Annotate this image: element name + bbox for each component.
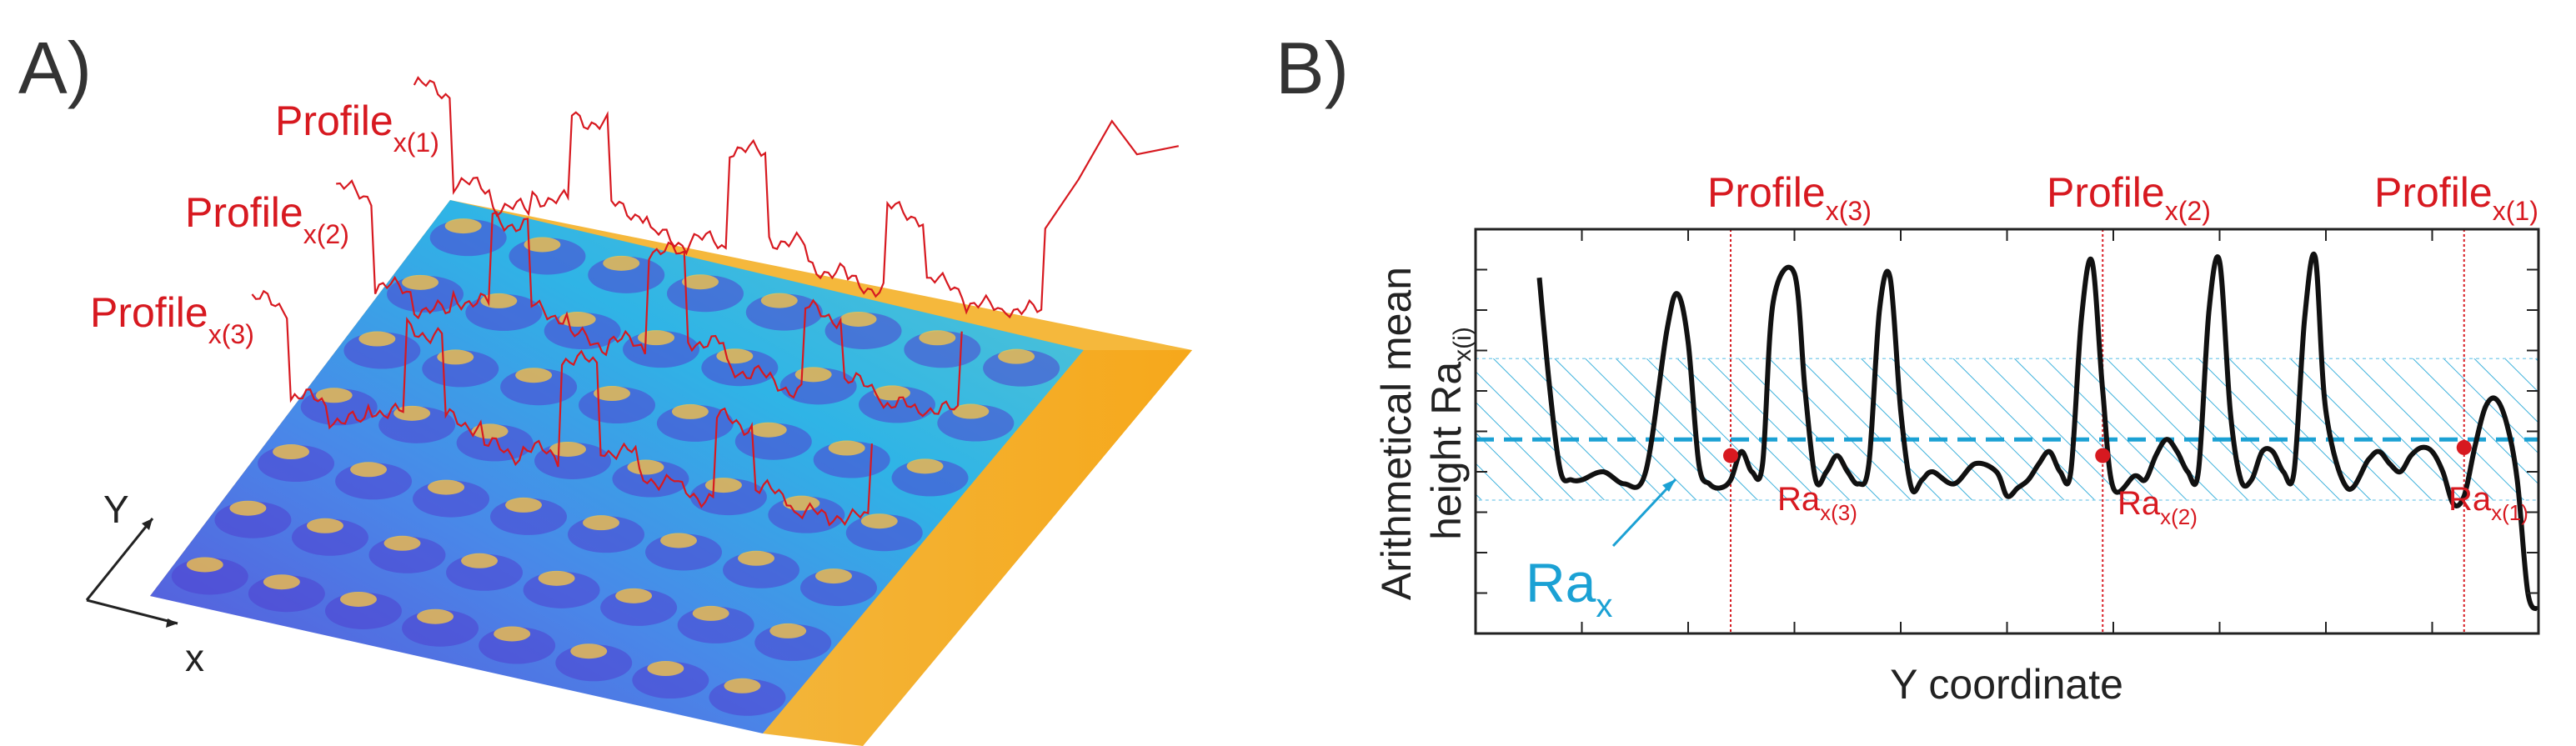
- surface-peak: [692, 605, 729, 621]
- surface-peak: [660, 533, 698, 548]
- surface-peak: [306, 518, 343, 533]
- surface-peak: [186, 557, 223, 573]
- ra-x-annotation: Rax: [1526, 552, 1612, 624]
- surface-peak: [906, 458, 944, 474]
- ra-x2-label: Rax(2): [2117, 485, 2198, 529]
- ra-x-pointer: [1611, 478, 1677, 548]
- profile-trace-1: [413, 76, 1180, 319]
- surface-peak: [383, 535, 421, 551]
- profile-x1-label: Profilex(1): [275, 98, 439, 158]
- surface-peak: [952, 403, 990, 419]
- surface-peak: [570, 643, 608, 659]
- surface-peak: [682, 274, 719, 290]
- surface-peak: [461, 553, 499, 568]
- surface-peak: [229, 500, 267, 516]
- ra-x3-label: Rax(3): [1777, 481, 1857, 525]
- surface-peak: [860, 513, 898, 529]
- surface-peak: [350, 462, 388, 478]
- profile-trace-2: [336, 179, 963, 418]
- profile-x3-label: Profilex(3): [90, 289, 254, 349]
- ra-marker-x(1): [2456, 439, 2472, 455]
- surface-peak: [738, 550, 775, 566]
- surface-peak: [524, 237, 561, 253]
- surface-3d: [150, 200, 1192, 746]
- surface-peak: [828, 440, 865, 456]
- surface-peak: [393, 405, 431, 421]
- surface-peak: [444, 218, 482, 234]
- surface-peak: [783, 495, 820, 511]
- surface-peak: [919, 330, 956, 346]
- surface-peak: [402, 274, 439, 290]
- surface-peak: [549, 441, 587, 457]
- surface-peak: [815, 568, 853, 584]
- x-axis-label: x: [185, 636, 204, 679]
- x-arrow-head: [166, 618, 178, 628]
- surface-peak: [671, 403, 709, 419]
- x-axis-title: Y coordinate: [1890, 661, 2123, 708]
- surface-peak: [273, 444, 310, 460]
- surface-peak: [647, 661, 684, 677]
- surface-edge: [763, 350, 1192, 746]
- surface-peak: [480, 293, 518, 308]
- axis-ticks: [1475, 228, 2539, 634]
- surface-peak: [515, 368, 553, 383]
- surface-peak: [724, 678, 761, 693]
- coordinate-axes: Y x: [85, 488, 204, 679]
- surface-peak: [749, 422, 787, 438]
- profile-position-lines: [1730, 229, 2465, 633]
- panel-b: B) Profilex(3) Profilex(2) Profilex(1) R…: [1275, 27, 2540, 708]
- ra-marker-x(2): [2095, 448, 2111, 463]
- surface-peak: [615, 588, 653, 603]
- ra-x-pointer-head: [1662, 479, 1676, 492]
- surface-peak: [594, 386, 631, 402]
- surface-peak: [358, 331, 396, 347]
- panel-b-label: B): [1275, 27, 1349, 109]
- surface-peak: [494, 626, 531, 642]
- surface-peak: [760, 293, 798, 308]
- header-profile-x2: Profilex(2): [2047, 169, 2211, 226]
- surface-peak: [263, 574, 300, 590]
- header-profile-x3: Profilex(3): [1707, 169, 1872, 226]
- surface-peak: [339, 591, 377, 607]
- profile-traces: [251, 76, 1180, 527]
- surface-peak: [627, 459, 664, 475]
- ra-x1-label: Rax(1): [2448, 481, 2528, 525]
- surface-peak: [794, 367, 832, 383]
- surface-peak: [471, 423, 509, 439]
- y-axis-arrow: [85, 518, 154, 601]
- profile-trace-3: [251, 289, 873, 527]
- surface-peak: [315, 388, 353, 403]
- surface-peak: [505, 497, 543, 513]
- surface-peak: [428, 479, 465, 495]
- ra-profile-line: [1536, 252, 2538, 612]
- y-axis-label: Y: [103, 488, 129, 531]
- surface-peak: [998, 348, 1035, 364]
- surface-peak: [603, 255, 640, 271]
- surface-peak: [716, 348, 754, 364]
- surface-peak: [538, 570, 575, 586]
- surface-dimples: [171, 218, 1060, 716]
- ra-marker-x(3): [1723, 448, 1738, 463]
- y-axis-title-line2: height Rax(i): [1423, 327, 1476, 540]
- surface-peak: [638, 330, 675, 346]
- y-arrow-head: [142, 518, 153, 530]
- surface-peak: [437, 349, 474, 365]
- y-axis-title-line1: Arithmetical mean: [1373, 267, 1420, 600]
- surface-peak: [769, 623, 807, 638]
- header-profile-x1: Profilex(1): [2374, 169, 2538, 226]
- profile-x2-label: Profilex(2): [185, 189, 349, 249]
- ra-band: [1475, 358, 2539, 501]
- x-axis-arrow: [86, 598, 178, 625]
- surface-peak: [704, 478, 742, 493]
- surface-peak: [583, 515, 620, 531]
- panel-a-label: A): [18, 27, 92, 109]
- surface-peak: [417, 608, 454, 624]
- surface-peak: [839, 311, 877, 327]
- panel-a: A) Profilex(1) Profilex(2) Profilex(3) Y…: [18, 27, 1192, 746]
- ra-markers: [1723, 439, 2472, 463]
